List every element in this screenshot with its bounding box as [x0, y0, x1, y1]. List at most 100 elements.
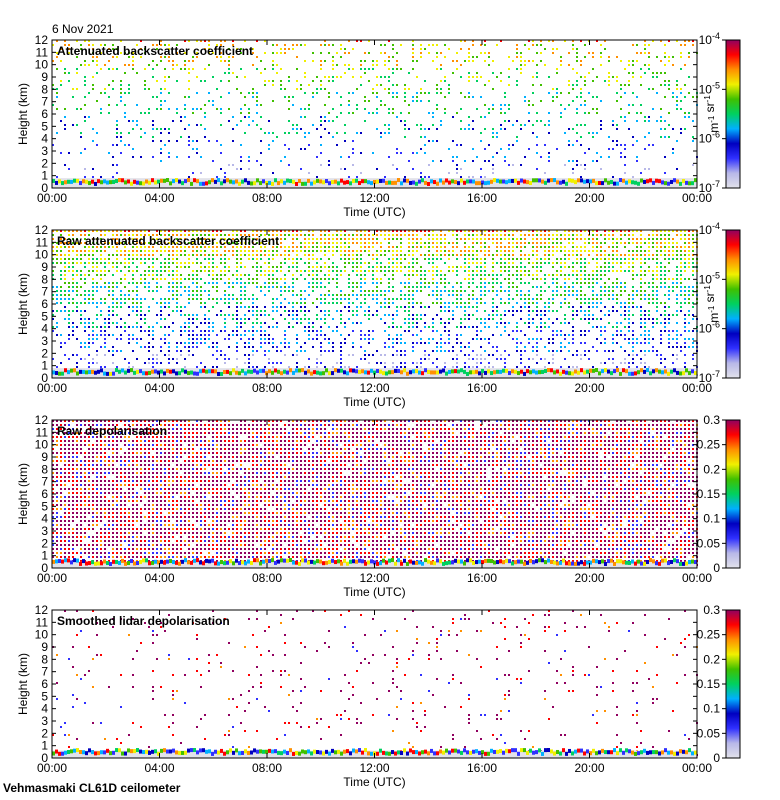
surface-return — [52, 368, 697, 376]
y-tick-label: 4 — [41, 702, 48, 716]
y-tick-label: 12 — [35, 603, 49, 617]
y-tick-label: 2 — [41, 346, 48, 360]
x-axis-label: Time (UTC) — [343, 395, 405, 409]
colorbar-tick-label: 0 — [713, 751, 720, 765]
y-tick-label: 3 — [41, 714, 48, 728]
x-tick-label: 08:00 — [252, 571, 282, 585]
x-axis-label: Time (UTC) — [343, 205, 405, 219]
y-tick-label: 7 — [41, 665, 48, 679]
y-tick-label: 0 — [41, 371, 48, 385]
y-tick-label: 9 — [41, 640, 48, 654]
date-label: 6 Nov 2021 — [52, 22, 114, 36]
colorbar-scale — [725, 419, 741, 569]
y-tick-label: 5 — [41, 119, 48, 133]
y-tick-label: 1 — [41, 169, 48, 183]
y-tick-label: 6 — [41, 107, 48, 121]
x-axis-label: Time (UTC) — [343, 775, 405, 789]
y-tick-label: 10 — [35, 248, 49, 262]
x-tick-label: 00:00 — [37, 381, 67, 395]
y-tick-label: 11 — [36, 615, 49, 629]
colorbar-tick-label: 10-5 — [699, 80, 720, 96]
y-tick-label: 12 — [35, 33, 49, 47]
y-tick-label: 11 — [36, 45, 49, 59]
colorbar: 10-710-610-510-4m-1 sr-1 — [699, 31, 741, 195]
y-tick-label: 10 — [35, 58, 49, 72]
x-axis-label: Time (UTC) — [343, 585, 405, 599]
panel-title: Raw depolarisation — [57, 424, 167, 438]
y-tick-label: 4 — [41, 322, 48, 336]
y-tick-label: 7 — [41, 475, 48, 489]
y-tick-label: 3 — [41, 524, 48, 538]
colorbar-tick-label: 0.15 — [697, 487, 721, 501]
x-tick-label: 04:00 — [144, 761, 174, 775]
x-tick-label: 12:00 — [359, 571, 389, 585]
colorbar-scale — [725, 229, 741, 379]
y-tick-label: 6 — [41, 487, 48, 501]
y-tick-label: 2 — [41, 156, 48, 170]
colorbar-tick-label: 0.3 — [703, 413, 720, 427]
colorbar-tick-label: 0.3 — [703, 603, 720, 617]
x-tick-label: 00:00 — [682, 761, 712, 775]
y-tick-label: 7 — [41, 95, 48, 109]
colorbar-tick-label: 0.1 — [703, 512, 720, 526]
y-tick-label: 10 — [35, 438, 49, 452]
colorbar-tick-label: 0 — [713, 561, 720, 575]
y-tick-label: 11 — [36, 235, 49, 249]
colorbar-unit-label: m-1 sr-1 — [703, 285, 721, 323]
x-tick-label: 16:00 — [467, 191, 497, 205]
y-axis-label: Height (km) — [16, 653, 30, 715]
x-tick-label: 04:00 — [144, 381, 174, 395]
x-tick-label: 20:00 — [574, 191, 604, 205]
y-tick-label: 5 — [41, 499, 48, 513]
colorbar-tick-label: 10-7 — [699, 179, 720, 195]
y-tick-label: 9 — [41, 70, 48, 84]
y-axis-label: Height (km) — [16, 83, 30, 145]
colorbar-tick-label: 0.2 — [703, 462, 720, 476]
y-tick-label: 5 — [41, 689, 48, 703]
colorbar: 10-710-610-510-4m-1 sr-1 — [699, 221, 741, 385]
panel-title: Raw attenuated backscatter coefficient — [57, 234, 279, 248]
y-axis-label: Height (km) — [16, 273, 30, 335]
colorbar-tick-label: 0.25 — [697, 438, 721, 452]
y-tick-label: 0 — [41, 751, 48, 765]
heatmap-cells — [52, 230, 698, 376]
y-tick-label: 1 — [41, 739, 48, 753]
y-tick-label: 9 — [41, 260, 48, 274]
colorbar-tick-label: 0.15 — [697, 677, 721, 691]
y-tick-label: 4 — [41, 132, 48, 146]
y-tick-label: 1 — [41, 359, 48, 373]
colorbar-tick-label: 0.25 — [697, 628, 721, 642]
y-tick-label: 11 — [36, 425, 49, 439]
x-tick-label: 00:00 — [682, 191, 712, 205]
colorbar-tick-label: 0.05 — [697, 726, 721, 740]
x-tick-label: 16:00 — [467, 571, 497, 585]
x-tick-label: 00:00 — [682, 381, 712, 395]
panel-title: Attenuated backscatter coefficient — [57, 44, 253, 58]
y-tick-label: 2 — [41, 726, 48, 740]
y-tick-label: 5 — [41, 309, 48, 323]
colorbar-tick-label: 0.1 — [703, 702, 720, 716]
colorbar-tick-label: 10-4 — [699, 221, 720, 237]
x-tick-label: 20:00 — [574, 571, 604, 585]
y-tick-label: 2 — [41, 536, 48, 550]
y-tick-label: 6 — [41, 297, 48, 311]
y-tick-label: 12 — [35, 223, 49, 237]
plot-area — [52, 610, 697, 758]
x-tick-label: 08:00 — [252, 191, 282, 205]
y-tick-label: 3 — [41, 144, 48, 158]
colorbar-tick-label: 10-4 — [699, 31, 720, 47]
x-tick-label: 00:00 — [37, 571, 67, 585]
colorbar-tick-label: 10-5 — [699, 270, 720, 286]
y-tick-label: 8 — [41, 652, 48, 666]
x-tick-label: 04:00 — [144, 191, 174, 205]
y-axis-label: Height (km) — [16, 463, 30, 525]
panel-title: Smoothed lidar depolarisation — [57, 614, 230, 628]
x-tick-label: 00:00 — [37, 761, 67, 775]
colorbar: 0 0.05 0.1 0.15 0.2 0.25 0.3 — [697, 603, 741, 765]
x-tick-label: 20:00 — [574, 381, 604, 395]
y-tick-label: 4 — [41, 512, 48, 526]
